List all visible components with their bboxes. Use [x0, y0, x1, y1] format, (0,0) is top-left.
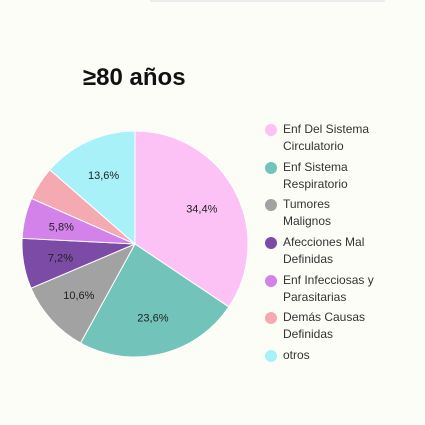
legend-label: Enf Infecciosas y Parasitarias	[283, 272, 374, 304]
legend-swatch	[265, 312, 277, 325]
legend-item: Enf Infecciosas y Parasitarias	[265, 271, 420, 309]
slice-data-label: 7,2%	[48, 252, 73, 264]
slice-data-label: 34,4%	[186, 203, 217, 215]
legend-swatch	[265, 350, 277, 363]
slice-data-label: 13,6%	[88, 170, 119, 182]
slice-data-label: 5,8%	[49, 222, 74, 234]
legend-label: Tumores Malignos	[283, 197, 332, 229]
legend-swatch	[265, 124, 277, 136]
top-divider	[150, 0, 385, 2]
legend-label: Enf Del Sistema Circulatorio	[283, 122, 370, 153]
legend-label: Afecciones Mal Definidas	[283, 235, 365, 267]
legend-label: Demás Causas Definidas	[283, 310, 366, 342]
legend-swatch	[265, 161, 277, 174]
pie-slice	[79, 243, 230, 358]
pie-slice	[134, 130, 249, 308]
legend-item: Enf Sistema Respiratorio	[265, 158, 420, 196]
chart-title: ≥80 años	[83, 64, 186, 91]
legend-item: otros	[265, 346, 420, 384]
pie-slice	[30, 242, 137, 344]
legend-swatch	[265, 274, 277, 287]
slice-data-label: 10,6%	[63, 290, 94, 302]
legend-label: otros	[283, 348, 310, 363]
chart-legend: Enf Del Sistema Circulatorio Enf Sistema …	[265, 120, 420, 384]
legend-item: Demás Causas Definidas	[265, 308, 420, 346]
slice-data-label: 23,6%	[137, 313, 168, 325]
legend-swatch	[265, 237, 277, 250]
legend-swatch	[265, 199, 277, 212]
legend-item: Enf Del Sistema Circulatorio	[265, 120, 420, 158]
legend-item: Afecciones Mal Definidas	[265, 233, 420, 271]
legend-label: Enf Sistema Respiratorio	[283, 159, 348, 191]
legend-item: Tumores Malignos	[265, 195, 420, 233]
pie-slice	[49, 130, 136, 246]
